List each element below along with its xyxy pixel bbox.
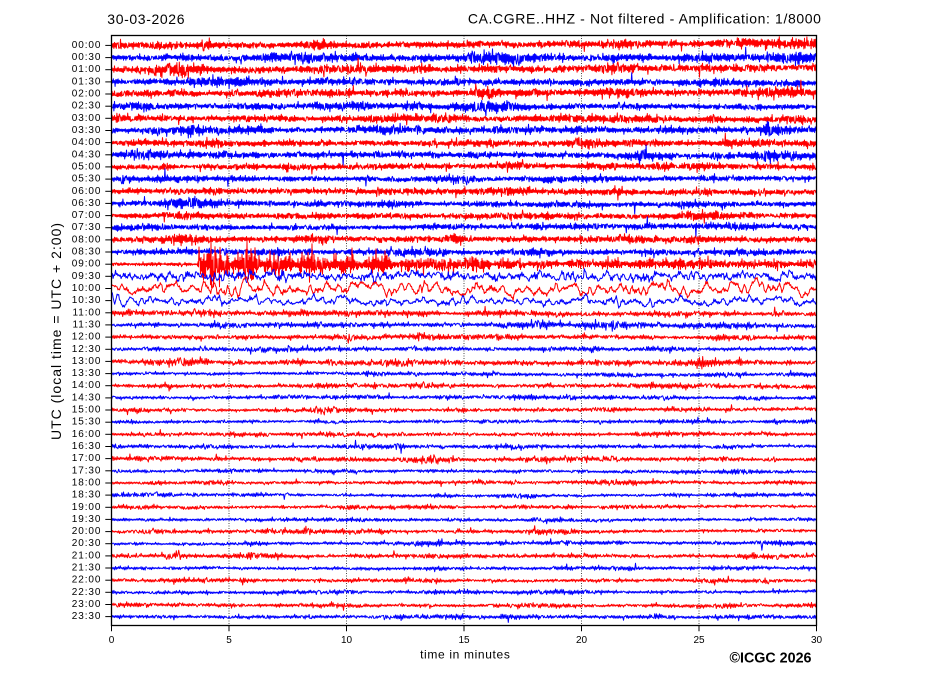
svg-text:07:00: 07:00 <box>72 210 102 221</box>
svg-text:10:30: 10:30 <box>72 295 102 306</box>
svg-text:20: 20 <box>576 635 588 646</box>
svg-text:01:00: 01:00 <box>72 64 102 75</box>
svg-text:11:30: 11:30 <box>73 319 102 330</box>
svg-text:20:30: 20:30 <box>72 538 102 549</box>
svg-text:23:30: 23:30 <box>72 611 102 622</box>
svg-text:01:30: 01:30 <box>72 76 102 87</box>
svg-text:21:30: 21:30 <box>72 563 102 574</box>
svg-text:22:00: 22:00 <box>72 575 102 586</box>
svg-text:12:00: 12:00 <box>72 332 102 343</box>
svg-text:14:30: 14:30 <box>72 392 102 403</box>
svg-text:16:30: 16:30 <box>72 441 102 452</box>
svg-text:22:30: 22:30 <box>72 587 102 598</box>
svg-text:18:00: 18:00 <box>72 478 102 489</box>
svg-text:17:30: 17:30 <box>72 465 102 476</box>
svg-text:05:30: 05:30 <box>72 174 102 185</box>
svg-text:00:30: 00:30 <box>72 52 102 63</box>
svg-text:15: 15 <box>458 635 470 646</box>
svg-text:©ICGC 2026: ©ICGC 2026 <box>729 650 811 666</box>
svg-text:06:30: 06:30 <box>72 198 102 209</box>
svg-text:20:00: 20:00 <box>72 526 102 537</box>
svg-text:16:00: 16:00 <box>72 429 102 440</box>
svg-text:11:00: 11:00 <box>73 307 102 318</box>
svg-text:03:00: 03:00 <box>72 113 102 124</box>
svg-text:04:30: 04:30 <box>72 149 102 160</box>
svg-text:00:00: 00:00 <box>72 40 102 51</box>
svg-text:15:00: 15:00 <box>72 405 102 416</box>
svg-text:12:30: 12:30 <box>72 344 102 355</box>
svg-text:08:30: 08:30 <box>72 247 102 258</box>
svg-text:13:30: 13:30 <box>72 368 102 379</box>
svg-text:10:00: 10:00 <box>72 283 102 294</box>
svg-text:0: 0 <box>109 635 115 646</box>
svg-text:15:30: 15:30 <box>72 417 102 428</box>
svg-text:UTC (local time = UTC + 2:00): UTC (local time = UTC + 2:00) <box>48 222 64 440</box>
svg-text:08:00: 08:00 <box>72 234 102 245</box>
svg-text:30-03-2026: 30-03-2026 <box>107 11 185 27</box>
svg-text:time in minutes: time in minutes <box>420 648 510 662</box>
svg-text:05:00: 05:00 <box>72 161 102 172</box>
svg-text:30: 30 <box>811 635 823 646</box>
svg-text:09:00: 09:00 <box>72 259 102 270</box>
svg-text:19:00: 19:00 <box>72 502 102 513</box>
svg-text:5: 5 <box>226 635 232 646</box>
svg-text:14:00: 14:00 <box>72 380 102 391</box>
svg-text:18:30: 18:30 <box>72 490 102 501</box>
svg-text:04:00: 04:00 <box>72 137 102 148</box>
svg-text:07:30: 07:30 <box>72 222 102 233</box>
svg-text:19:30: 19:30 <box>72 514 102 525</box>
svg-text:10: 10 <box>341 635 353 646</box>
svg-text:21:00: 21:00 <box>72 550 102 561</box>
svg-text:25: 25 <box>693 635 705 646</box>
svg-text:02:00: 02:00 <box>72 89 102 100</box>
svg-text:CA.CGRE..HHZ - Not filtered -: CA.CGRE..HHZ - Not filtered - Amplificat… <box>468 11 822 27</box>
svg-text:09:30: 09:30 <box>72 271 102 282</box>
svg-text:17:00: 17:00 <box>72 453 102 464</box>
svg-text:13:00: 13:00 <box>72 356 102 367</box>
svg-text:06:00: 06:00 <box>72 186 102 197</box>
svg-text:03:30: 03:30 <box>72 125 102 136</box>
svg-text:02:30: 02:30 <box>72 101 102 112</box>
svg-text:23:00: 23:00 <box>72 599 102 610</box>
